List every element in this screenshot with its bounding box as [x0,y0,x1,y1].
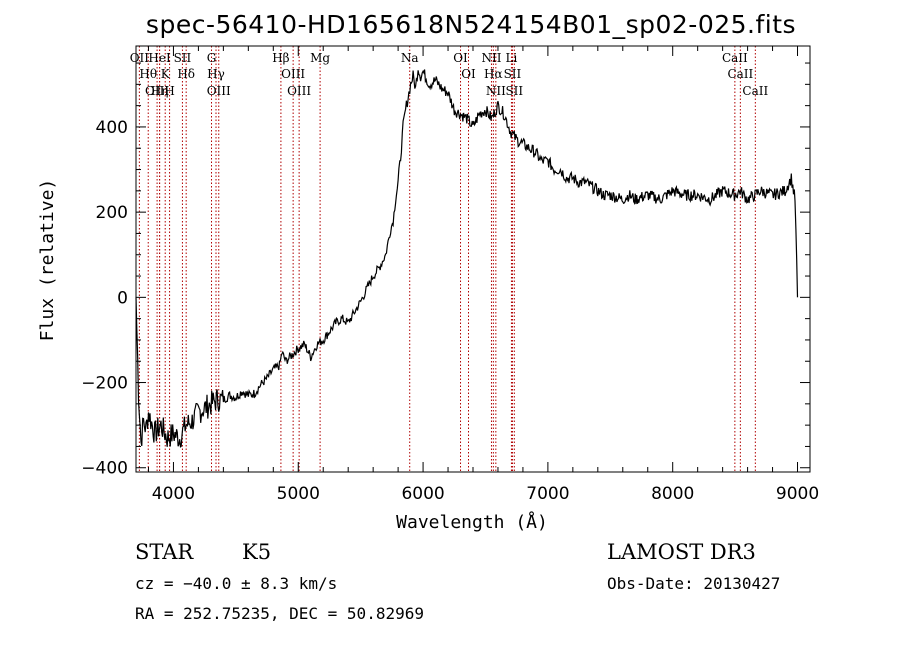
spectral-line-label: SII [174,51,192,65]
spectral-line-label: Hθ [139,67,157,81]
spectral-line-markers [138,46,756,472]
x-tick-label: 5000 [277,484,320,504]
spectral-line-label: Mg [310,51,330,65]
spectral-line-label: SII [504,67,522,81]
observation-date: Obs-Date: 20130427 [607,574,781,593]
spectral-line-label: OIII [287,84,311,98]
object-class: STAR [135,540,194,564]
spectral-line-label: OII [130,51,150,65]
coordinates-info: RA = 252.75235, DEC = 50.82969 [135,604,424,623]
x-tick-label: 4000 [152,484,195,504]
spectral-line-label: Hη [151,84,169,98]
spectral-line-label: OIII [145,84,169,98]
spectral-line-label: CaII [742,84,768,98]
spectral-line-label: OIII [281,67,305,81]
spectral-line-label: Hγ [207,67,225,81]
spectral-line-label: NII [486,84,506,98]
y-tick-label: 400 [96,118,128,138]
y-tick-label: −200 [81,374,128,394]
spectral-line-label: OI [453,51,468,65]
y-tick-label: 0 [117,288,128,308]
chart-title: spec-56410-HD165618N524154B01_sp02-025.f… [146,10,796,39]
plot-frame [135,45,811,473]
spectral-line-label: Li [506,51,518,65]
spectral-line-label: Na [401,51,419,65]
spectral-line-label: G [207,51,217,65]
x-tick-label: 9000 [776,484,819,504]
object-subclass: K5 [242,540,272,564]
x-tick-label: 6000 [401,484,444,504]
spectral-line-label: H [164,84,174,98]
spectral-line-label: CaII [727,67,753,81]
spectral-line-label: OI [461,67,476,81]
spectral-line-label: Hδ [177,67,195,81]
y-tick-label: 200 [96,203,128,223]
y-tick-label: −400 [81,459,128,479]
redshift-info: cz = −40.0 ± 8.3 km/s [135,574,338,593]
spectral-line-label: NII [481,51,501,65]
x-tick-label: 7000 [526,484,569,504]
spectral-line-label: OIII [207,84,231,98]
y-axis-ticks: −400 −200 0 200 400 [81,62,810,479]
spectral-line-label: CaII [722,51,748,65]
spectral-line-label: Hα [484,67,503,81]
x-axis-label: Wavelength (Å) [396,511,548,533]
spectral-line-labels: OII Hθ OIII HeI Hη KH SII Hδ G Hγ OIII Hβ OIII OIII Mg… [130,51,769,98]
x-axis-ticks: 4000 5000 6000 7000 8000 9000 [147,46,819,504]
spectral-line-label: SII [505,84,523,98]
survey-name: LAMOST DR3 [607,540,756,564]
spectral-line-label: Hβ [272,51,289,65]
spectrum-line [135,69,799,448]
spectral-line-label: HeI [148,51,171,65]
spectral-line-label: K [161,67,171,81]
y-axis-label: Flux (relative) [37,179,58,342]
x-tick-label: 8000 [651,484,694,504]
